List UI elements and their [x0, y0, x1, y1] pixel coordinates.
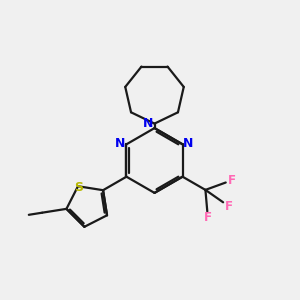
Text: F: F: [204, 212, 212, 224]
Text: N: N: [115, 137, 126, 150]
Text: N: N: [143, 117, 153, 130]
Text: S: S: [74, 181, 83, 194]
Text: F: F: [224, 200, 232, 213]
Text: F: F: [228, 174, 236, 187]
Text: N: N: [183, 137, 194, 150]
